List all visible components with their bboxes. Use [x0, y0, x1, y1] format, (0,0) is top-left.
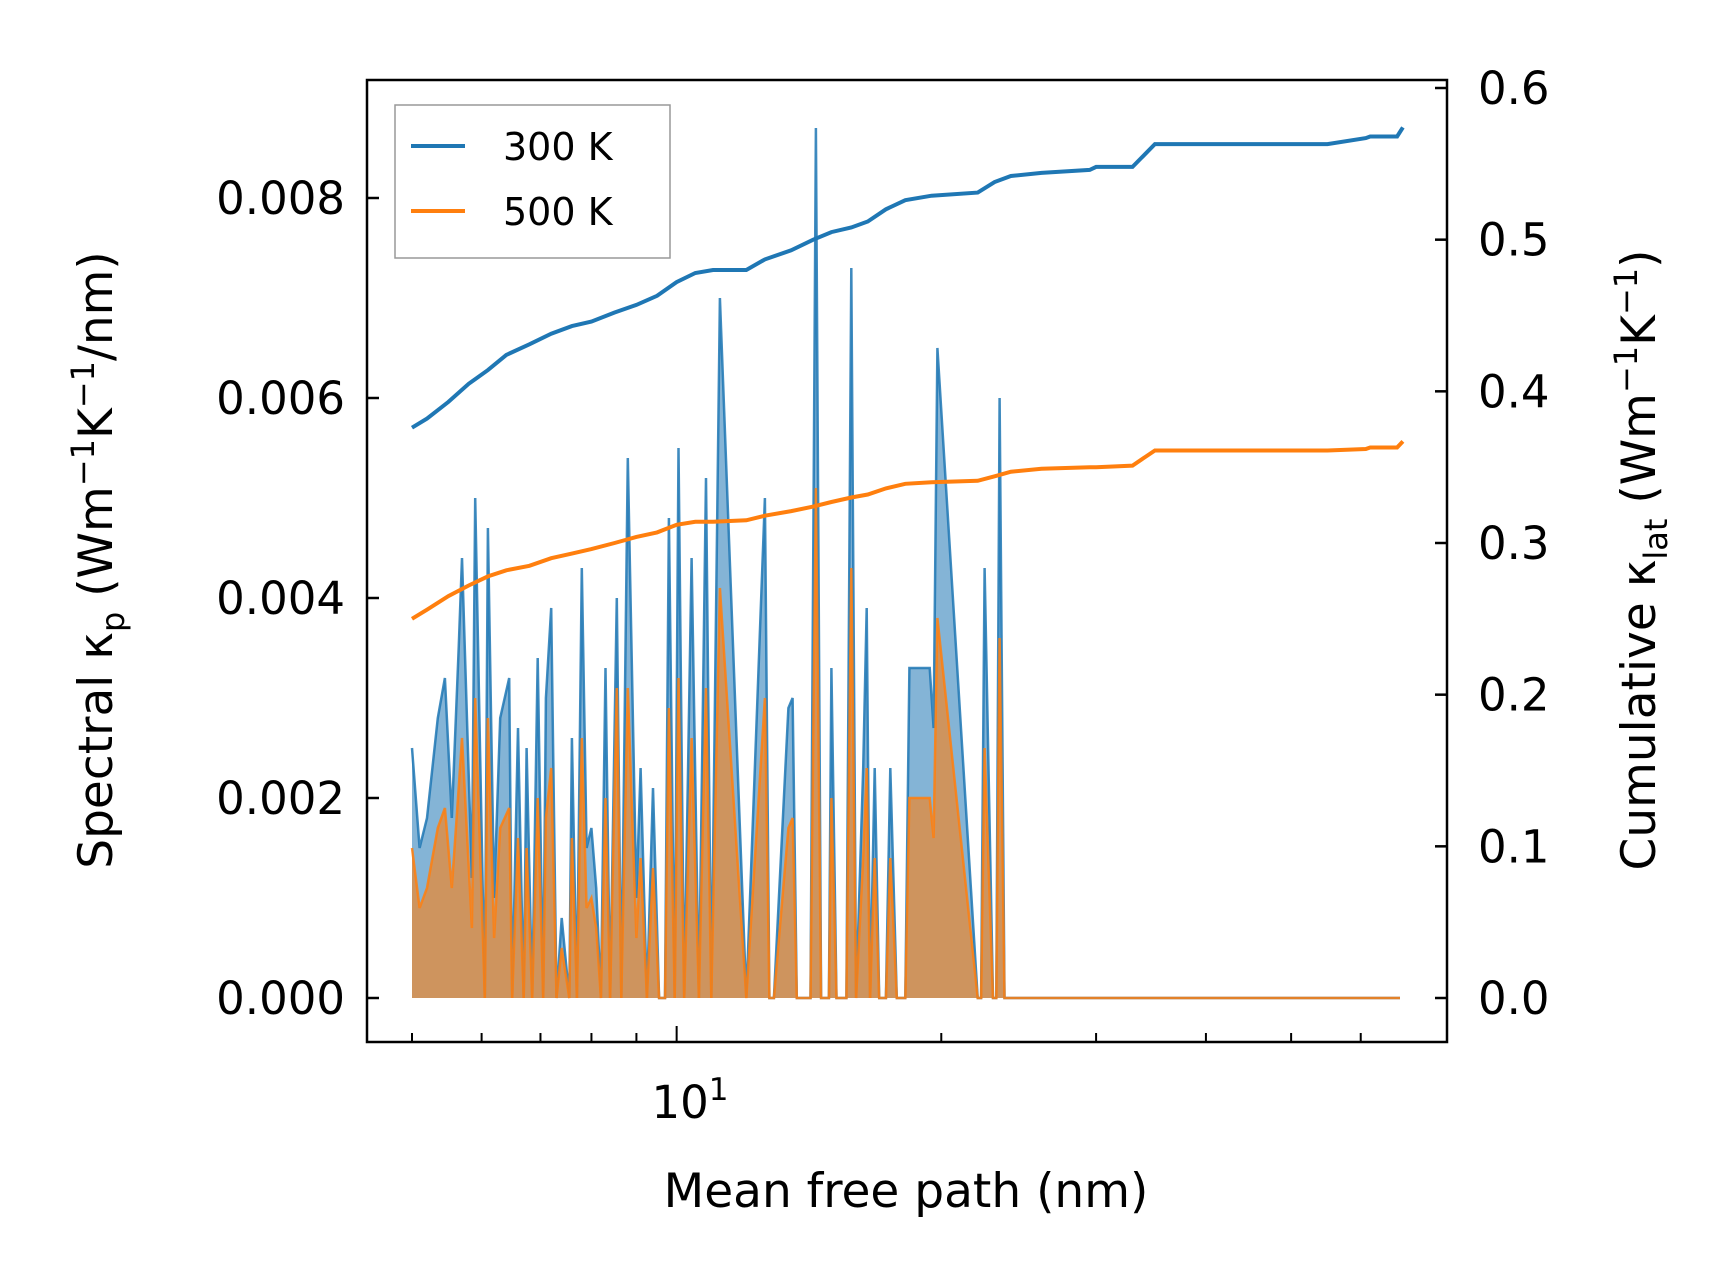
y-axis-label-right: Cumulative κlat (Wm−1K−1): [1607, 249, 1675, 870]
y-right-tick-label: 0.3: [1478, 517, 1550, 570]
y-right-tick-label: 0.5: [1478, 214, 1550, 267]
y-right-tick-label: 0.1: [1478, 820, 1550, 873]
legend-box: [394, 104, 671, 259]
spectral-fill-areas: [410, 127, 1400, 1000]
y-right-tick-label: 0.6: [1478, 62, 1550, 115]
legend: 300 K 500 K: [394, 104, 671, 259]
axis-ticks: 0.000 0.002 0.004 0.006 0.008 0.0 0.1 0.2 0.3 0.4…: [216, 62, 1550, 1042]
legend-label-500K: 500 K: [503, 190, 614, 234]
cumulative-line-300K: [410, 126, 1405, 430]
x-tick-label: 101: [652, 1072, 729, 1129]
y-left-tick-label: 0.006: [216, 372, 345, 425]
y-right-tick-label: 0.4: [1478, 365, 1550, 418]
x-axis-label: Mean free path (nm): [664, 1164, 1149, 1219]
y-left-tick-label: 0.002: [216, 772, 345, 825]
data-lines: [410, 126, 1405, 621]
y-right-tick-label: 0.2: [1478, 669, 1550, 722]
plot-frame: [365, 78, 1449, 1044]
y-axis-label-left: Spectral κp (Wm−1K−1/nm): [64, 251, 132, 868]
y-left-tick-label: 0.000: [216, 972, 345, 1025]
spectral-line-500K: [410, 487, 1400, 1000]
legend-label-300K: 300 K: [503, 125, 614, 169]
y-left-tick-label: 0.008: [216, 172, 345, 225]
y-right-tick-label: 0.0: [1478, 972, 1550, 1025]
cumulative-line-500K: [410, 440, 1405, 621]
y-left-tick-label: 0.004: [216, 572, 345, 625]
